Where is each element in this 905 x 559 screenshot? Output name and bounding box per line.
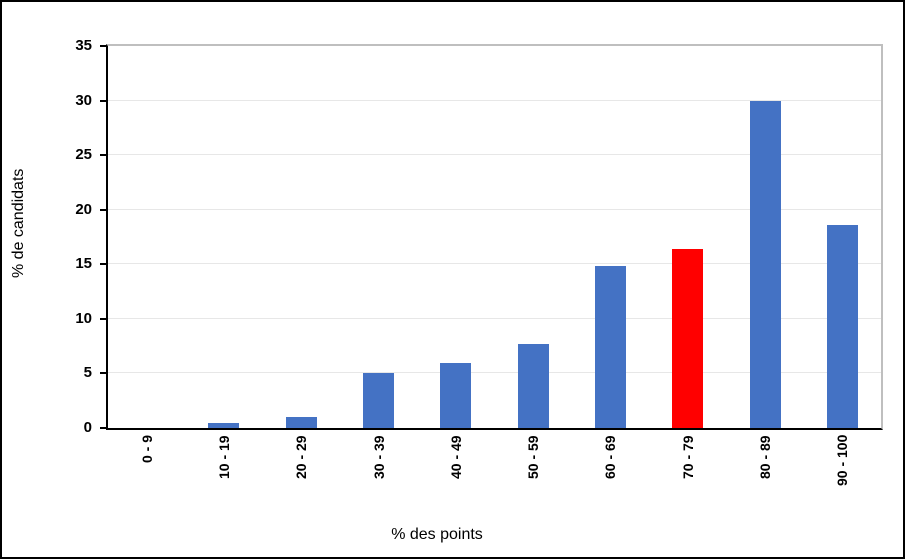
x-category-label: 40 - 49 [447, 435, 464, 479]
x-category-label: 60 - 69 [602, 435, 619, 479]
gridline [108, 263, 881, 265]
bar-30-39 [363, 373, 395, 428]
y-tick-mark [100, 99, 107, 102]
y-tick-mark [100, 372, 107, 375]
bar-40-49 [440, 362, 472, 428]
y-tick-label: 20 [75, 200, 92, 218]
y-tick-mark [100, 317, 107, 320]
gridline [108, 154, 881, 156]
plot-area [106, 44, 883, 430]
y-tick-mark [100, 45, 107, 47]
y-tick-label: 5 [83, 364, 92, 382]
x-category-label: 80 - 89 [757, 435, 774, 479]
y-tick-label: 0 [83, 419, 92, 436]
bar-50-59 [517, 343, 549, 428]
gridline [108, 99, 881, 102]
bar-70-79 [672, 249, 704, 428]
x-category-label: 50 - 59 [525, 435, 542, 479]
gridline [108, 372, 881, 374]
bar-80-89 [749, 100, 781, 428]
bar-10-19 [208, 422, 240, 428]
bar-90-100 [826, 225, 858, 428]
gridline [108, 208, 881, 211]
gridline [108, 317, 881, 320]
bar-20-29 [285, 417, 317, 428]
x-category-label: 70 - 79 [679, 435, 696, 479]
bar-60-69 [594, 266, 626, 428]
y-tick-label: 25 [75, 146, 92, 164]
y-tick-mark [100, 154, 107, 157]
y-tick-label: 30 [75, 91, 92, 109]
y-tick-mark [100, 208, 107, 211]
y-tick-mark [100, 427, 107, 429]
x-category-label: 20 - 29 [293, 435, 310, 479]
x-category-label: 10 - 19 [215, 435, 232, 479]
y-tick-label: 10 [75, 309, 92, 327]
y-tick-label: 15 [75, 255, 92, 273]
x-category-label: 30 - 39 [370, 435, 387, 479]
y-tick-mark [100, 263, 107, 266]
y-axis-title: % de candidats [10, 168, 27, 278]
x-category-label: 90 - 100 [834, 434, 851, 486]
x-category-label: 0 - 9 [138, 434, 155, 463]
y-tick-label: 35 [75, 37, 92, 54]
x-axis-title: % des points [391, 526, 483, 543]
